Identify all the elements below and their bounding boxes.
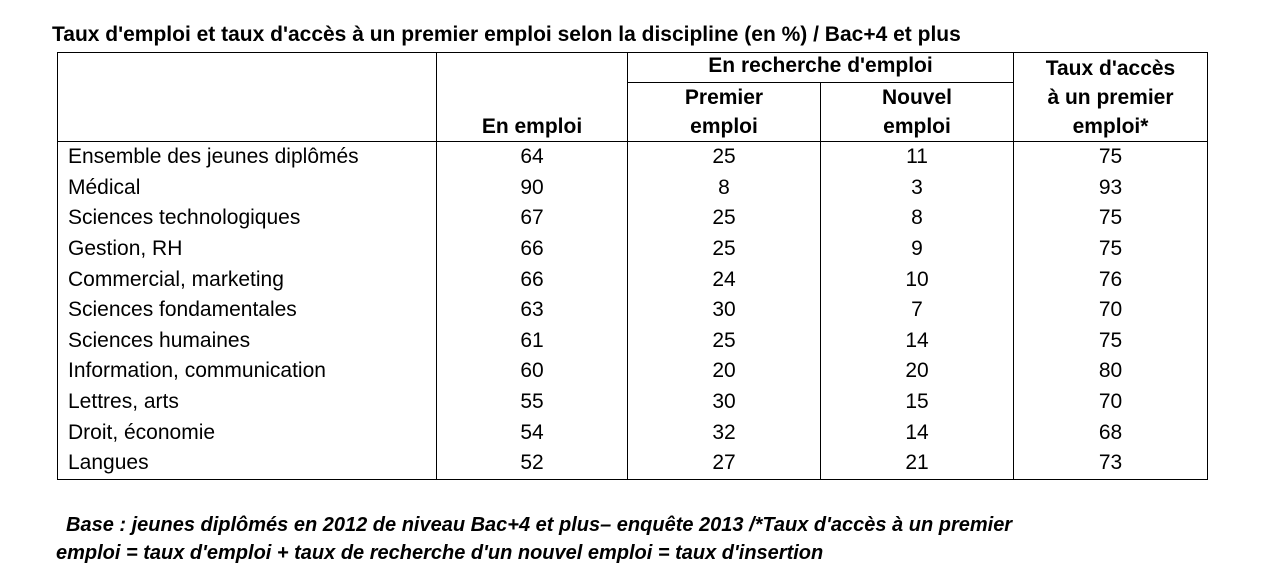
header-taux-acces-line1: Taux d'accès	[1045, 57, 1176, 80]
row-label: Sciences technologiques	[57, 203, 437, 234]
table-header: En emploi En recherche d'emploi Taux d'a…	[57, 52, 1208, 142]
table-row: Gestion, RH 66 25 9 75	[57, 233, 1208, 265]
header-discipline	[57, 52, 437, 142]
cell-taux-acces: 75	[1013, 141, 1208, 173]
cell-en-emploi: 63	[436, 294, 628, 326]
table-title: Taux d'emploi et taux d'accès à un premi…	[52, 23, 961, 46]
cell-taux-acces: 93	[1013, 172, 1208, 204]
cell-nouvel-emploi: 8	[820, 203, 1014, 234]
row-label: Gestion, RH	[57, 233, 437, 265]
cell-en-emploi: 60	[436, 356, 628, 387]
cell-en-emploi: 52	[436, 447, 628, 480]
cell-nouvel-emploi: 15	[820, 386, 1014, 418]
header-premier-line1: Premier	[684, 86, 764, 109]
cell-en-emploi: 66	[436, 233, 628, 265]
cell-taux-acces: 68	[1013, 417, 1208, 448]
cell-nouvel-emploi: 7	[820, 294, 1014, 326]
cell-premier-emploi: 25	[627, 203, 821, 234]
row-label: Sciences humaines	[57, 325, 437, 357]
cell-premier-emploi: 24	[627, 264, 821, 295]
table-row: Langues 52 27 21 73	[57, 447, 1208, 480]
header-nouvel-line2: emploi	[883, 115, 951, 138]
row-label: Droit, économie	[57, 417, 437, 448]
cell-premier-emploi: 8	[627, 172, 821, 204]
cell-nouvel-emploi: 11	[820, 141, 1014, 173]
table-row: Information, communication 60 20 20 80	[57, 356, 1208, 387]
cell-en-emploi: 66	[436, 264, 628, 295]
cell-taux-acces: 76	[1013, 264, 1208, 295]
row-label: Lettres, arts	[57, 386, 437, 418]
header-taux-acces-line2: à un premier	[1047, 86, 1174, 109]
cell-en-emploi: 55	[436, 386, 628, 418]
cell-en-emploi: 90	[436, 172, 628, 204]
cell-premier-emploi: 25	[627, 141, 821, 173]
table-row: Ensemble des jeunes diplômés 64 25 11 75	[57, 141, 1208, 173]
cell-premier-emploi: 27	[627, 447, 821, 480]
header-nouvel-line1: Nouvel	[881, 86, 952, 109]
header-en-emploi: En emploi	[436, 52, 628, 142]
cell-taux-acces: 70	[1013, 294, 1208, 326]
cell-premier-emploi: 25	[627, 325, 821, 357]
table-row: Commercial, marketing 66 24 10 76	[57, 264, 1208, 295]
table-body: Ensemble des jeunes diplômés 64 25 11 75…	[57, 141, 1208, 480]
cell-taux-acces: 73	[1013, 447, 1208, 480]
cell-taux-acces: 70	[1013, 386, 1208, 418]
cell-nouvel-emploi: 3	[820, 172, 1014, 204]
table-row: Droit, économie 54 32 14 68	[57, 417, 1208, 448]
table-row: Lettres, arts 55 30 15 70	[57, 386, 1208, 418]
cell-premier-emploi: 30	[627, 294, 821, 326]
source-footnote: Base : jeunes diplômés en 2012 de niveau…	[56, 511, 1012, 567]
cell-taux-acces: 75	[1013, 325, 1208, 357]
cell-premier-emploi: 20	[627, 356, 821, 387]
cell-en-emploi: 61	[436, 325, 628, 357]
cell-taux-acces: 75	[1013, 203, 1208, 234]
cell-en-emploi: 64	[436, 141, 628, 173]
row-label: Médical	[57, 172, 437, 204]
table-row: Médical 90 8 3 93	[57, 172, 1208, 204]
cell-taux-acces: 75	[1013, 233, 1208, 265]
cell-nouvel-emploi: 10	[820, 264, 1014, 295]
header-nouvel-emploi: Nouvel emploi	[820, 82, 1014, 142]
cell-premier-emploi: 30	[627, 386, 821, 418]
cell-premier-emploi: 25	[627, 233, 821, 265]
cell-taux-acces: 80	[1013, 356, 1208, 387]
cell-premier-emploi: 32	[627, 417, 821, 448]
row-label: Information, communication	[57, 356, 437, 387]
row-label: Commercial, marketing	[57, 264, 437, 295]
employment-rate-table: En emploi En recherche d'emploi Taux d'a…	[57, 52, 1208, 480]
header-premier-line2: emploi	[690, 115, 758, 138]
cell-nouvel-emploi: 9	[820, 233, 1014, 265]
cell-nouvel-emploi: 21	[820, 447, 1014, 480]
cell-nouvel-emploi: 20	[820, 356, 1014, 387]
footnote-line-2: emploi = taux d'emploi + taux de recherc…	[56, 542, 824, 564]
header-taux-acces: Taux d'accès à un premier emploi*	[1013, 52, 1208, 142]
cell-nouvel-emploi: 14	[820, 325, 1014, 357]
table-row: Sciences fondamentales 63 30 7 70	[57, 294, 1208, 326]
header-premier-emploi: Premier emploi	[627, 82, 821, 142]
table-row: Sciences humaines 61 25 14 75	[57, 325, 1208, 357]
row-label: Langues	[57, 447, 437, 480]
row-label: Sciences fondamentales	[57, 294, 437, 326]
cell-en-emploi: 54	[436, 417, 628, 448]
row-label: Ensemble des jeunes diplômés	[57, 141, 437, 173]
cell-nouvel-emploi: 14	[820, 417, 1014, 448]
footnote-line-1: Base : jeunes diplômés en 2012 de niveau…	[66, 514, 1013, 536]
header-taux-acces-line3: emploi*	[1072, 115, 1149, 138]
header-en-recherche-group: En recherche d'emploi	[627, 52, 1014, 83]
cell-en-emploi: 67	[436, 203, 628, 234]
table-row: Sciences technologiques 67 25 8 75	[57, 203, 1208, 234]
